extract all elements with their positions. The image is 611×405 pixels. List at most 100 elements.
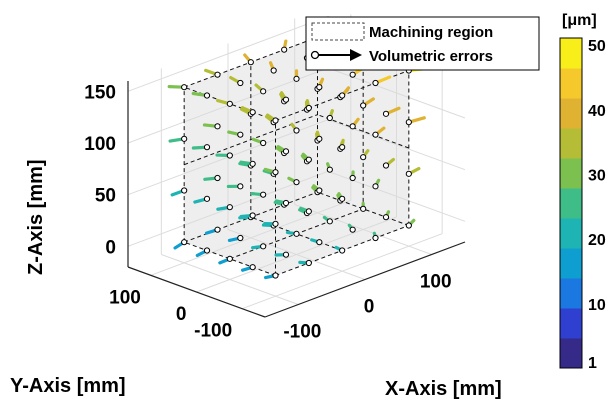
colorbar-tick-label: 40	[588, 103, 606, 120]
measurement-point	[305, 208, 312, 215]
measurement-point	[282, 199, 290, 207]
measurement-point	[360, 205, 367, 212]
x-axis-line	[264, 241, 466, 318]
colorbar-segment	[560, 218, 582, 249]
measurement-point	[326, 114, 333, 122]
z-tick-label: 50	[95, 186, 116, 207]
measurement-point	[293, 75, 300, 82]
measurement-point	[226, 100, 233, 107]
measurement-point	[203, 195, 211, 202]
measurement-point	[226, 255, 233, 262]
colorbar-segment	[560, 158, 582, 189]
grid-line	[241, 233, 443, 310]
measurement-point	[272, 272, 279, 279]
measurement-point	[260, 191, 267, 198]
measurement-point	[372, 183, 379, 190]
measurement-point	[372, 79, 379, 87]
z-axis-label: Z-Axis [mm]	[25, 159, 47, 275]
axis-ticks: -100 0 100 -100 0 100 0 50 100 150	[84, 82, 451, 342]
measurement-point	[326, 166, 333, 173]
measurement-point	[360, 154, 367, 161]
measurement-point	[249, 109, 256, 116]
region-edge	[317, 191, 410, 226]
colorbar-tick-label: 1	[588, 355, 597, 372]
measurement-point	[349, 226, 356, 233]
legend: Machining region Volumetric errors	[305, 16, 540, 71]
measurement-point	[237, 183, 244, 190]
grid-line	[196, 216, 397, 293]
measurement-point	[237, 131, 244, 138]
measurement-point	[270, 67, 277, 74]
colorbar-tick-label: 50	[588, 38, 606, 55]
measurement-point	[181, 84, 188, 91]
measurement-point	[272, 169, 279, 176]
colorbar-segment	[560, 308, 582, 339]
colorbar-segment	[560, 188, 582, 219]
grid-line	[150, 199, 352, 276]
measurement-point	[249, 160, 256, 167]
y-axis-line	[127, 266, 266, 318]
measurement-point	[214, 174, 221, 182]
measurement-point	[405, 222, 412, 229]
y-tick-label: 100	[109, 287, 141, 308]
measurement-point	[237, 234, 244, 242]
machining-region-box	[183, 36, 410, 276]
measurement-point	[372, 234, 379, 242]
region-edge	[183, 86, 276, 121]
region-edge	[183, 241, 276, 276]
measurement-point	[349, 71, 356, 78]
colorbar-tick-label: 30	[588, 168, 606, 185]
measurement-point	[349, 174, 356, 182]
measurement-point	[203, 247, 211, 254]
legend-volumetric-errors: Volumetric errors	[369, 48, 493, 65]
legend-dashed-swatch	[311, 22, 365, 41]
measurement-point	[247, 59, 254, 66]
measurement-point	[214, 123, 221, 130]
measurement-point	[405, 119, 412, 126]
measurement-point	[316, 135, 323, 142]
measurement-point	[382, 162, 390, 169]
measurement-point	[293, 230, 300, 237]
measurement-point	[282, 251, 290, 258]
region-mid-line	[250, 216, 343, 251]
measurement-point	[339, 247, 346, 254]
grid-line	[127, 15, 329, 92]
measurement-point	[382, 214, 390, 221]
y-axis-label: Y-Axis [mm]	[10, 375, 126, 397]
measurement-point	[316, 239, 323, 246]
measurement-point	[282, 148, 290, 155]
colorbar-segment	[560, 248, 582, 279]
measurement-point	[305, 259, 312, 267]
y-tick-label: -100	[194, 321, 232, 342]
colorbar-tick-label: 20	[588, 232, 606, 249]
x-tick-label: 100	[420, 272, 452, 293]
z-tick-label: 0	[105, 237, 116, 258]
measurement-point	[226, 152, 233, 159]
colorbar-segment	[560, 98, 582, 129]
x-tick-label: 0	[364, 297, 375, 318]
colorbar: [μm] 1 10 20 30 40 50	[559, 12, 606, 372]
measurement-point	[282, 96, 290, 103]
measurement-point	[237, 79, 244, 87]
colorbar-segment	[560, 128, 582, 159]
measurement-point	[181, 135, 188, 142]
measurement-point	[214, 226, 221, 233]
measurement-point	[305, 156, 312, 163]
measurement-point	[316, 187, 323, 194]
measurement-point	[272, 117, 279, 124]
legend-circle-swatch	[310, 50, 320, 60]
measurement-point	[339, 92, 346, 99]
y-tick-label: 0	[176, 304, 187, 325]
colorbar-tick-label: 10	[588, 297, 606, 314]
volumetric-errors	[167, 27, 432, 280]
measurement-point	[260, 88, 267, 95]
colorbar-frame	[559, 37, 583, 369]
measurement-point	[316, 84, 323, 91]
region-mid-line	[317, 114, 410, 149]
colorbar-unit: [μm]	[562, 12, 597, 29]
measurement-point	[360, 102, 367, 109]
x-tick-label: -100	[283, 322, 321, 343]
measurement-point	[372, 131, 379, 138]
measurement-point	[249, 212, 256, 219]
